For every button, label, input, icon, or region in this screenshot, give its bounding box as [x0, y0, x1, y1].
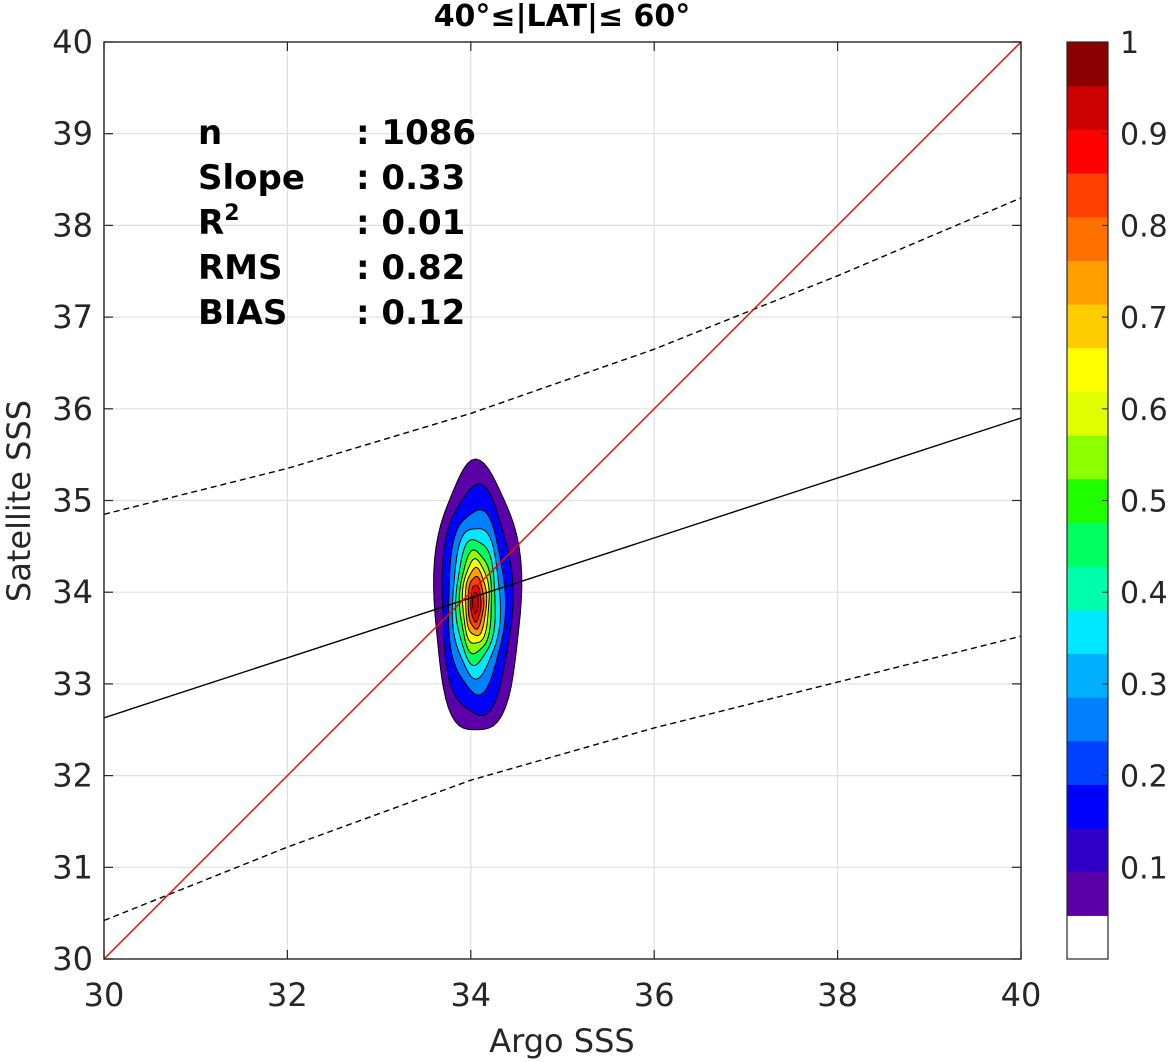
- colorbar-segment: [1067, 740, 1108, 785]
- density-contour: [472, 591, 479, 615]
- regression-line: [104, 417, 1021, 719]
- colorbar-segment: [1067, 522, 1108, 567]
- plot-area: 30 32 34 36 38 40 30 31 32 33 34 35 36 37 38 39 40: [52, 23, 1041, 1014]
- stat-label: R2: [198, 201, 240, 243]
- colorbar-segment: [1067, 697, 1108, 742]
- colorbar-segment: [1067, 609, 1108, 654]
- colorbar-tick-label: 0.7: [1120, 301, 1168, 336]
- y-tick-label: 36: [52, 390, 93, 428]
- upper-bound-line: [104, 197, 1021, 515]
- stat-label: RMS: [198, 248, 283, 288]
- colorbar-segment: [1067, 216, 1108, 261]
- colorbar-tick-label: 0.1: [1120, 851, 1168, 886]
- colorbar-tick-label: 0.2: [1120, 760, 1168, 795]
- stat-value: : 0.33: [356, 158, 465, 198]
- colorbar-segment: [1067, 566, 1108, 611]
- stat-label: BIAS: [198, 293, 287, 333]
- colorbar-segment: [1067, 260, 1108, 305]
- y-tick-label: 31: [52, 848, 93, 886]
- x-tick-label: 34: [450, 976, 491, 1014]
- colorbar-segment: [1067, 435, 1108, 480]
- stat-label-superscript: 2: [224, 201, 239, 226]
- colorbar-tick-label: 1: [1120, 26, 1139, 61]
- colorbar-segment: [1067, 478, 1108, 523]
- colorbar-segment: [1067, 871, 1108, 916]
- colorbar: 0.1 0.2 0.3 0.4 0.5 0.6 0.7 0.8 0.9 1: [1066, 26, 1168, 960]
- x-tick-label: 30: [84, 976, 125, 1014]
- one-to-one-line: [104, 42, 1021, 959]
- colorbar-segment: [1067, 915, 1108, 960]
- y-tick-label: 35: [52, 482, 93, 520]
- colorbar-segment: [1067, 42, 1108, 87]
- y-axis-label: Satellite SSS: [0, 400, 38, 602]
- colorbar-segment: [1067, 784, 1108, 829]
- x-tick-label: 40: [1001, 976, 1042, 1014]
- x-axis-label: Argo SSS: [489, 1022, 634, 1060]
- y-tick-label: 30: [52, 940, 93, 978]
- stat-value: : 0.12: [356, 293, 465, 333]
- x-tick-label: 32: [267, 976, 308, 1014]
- colorbar-segment: [1067, 347, 1108, 392]
- colorbar-segment: [1067, 85, 1108, 130]
- colorbar-segment: [1067, 173, 1108, 218]
- colorbar-segment: [1067, 129, 1108, 174]
- y-tick-label: 39: [52, 115, 93, 153]
- colorbar-tick-label: 0.6: [1120, 393, 1168, 428]
- y-tick-label: 40: [52, 23, 93, 61]
- plot-inner: [104, 42, 1021, 959]
- colorbar-tick-label: 0.3: [1120, 668, 1168, 703]
- y-tick-label: 33: [52, 665, 93, 703]
- colorbar-tick-label: 0.5: [1120, 485, 1168, 520]
- stat-value: : 0.01: [356, 203, 465, 243]
- colorbar-segment: [1067, 828, 1108, 873]
- colorbar-segment: [1067, 391, 1108, 436]
- stat-label: Slope: [198, 158, 305, 198]
- colorbar-tick-label: 0.4: [1120, 576, 1168, 611]
- y-tick-label: 38: [52, 206, 93, 244]
- stats-box: n : 1086 Slope : 0.33 R2 : 0.01 RMS : 0.82 BIAS:…: [198, 113, 476, 333]
- stat-value: : 1086: [356, 113, 476, 153]
- colorbar-segment: [1067, 653, 1108, 698]
- colorbar-tick-label: 0.8: [1120, 209, 1168, 244]
- y-tick-label: 34: [52, 573, 93, 611]
- stat-value: : 0.82: [356, 248, 465, 288]
- y-tick-label: 32: [52, 757, 93, 795]
- stat-label: n: [198, 113, 222, 153]
- x-tick-label: 36: [634, 976, 675, 1014]
- colorbar-segment: [1067, 304, 1108, 349]
- chart-title: 40°≤|LAT|≤ 60°: [434, 0, 691, 34]
- y-tick-label: 37: [52, 298, 93, 336]
- colorbar-tick-label: 0.9: [1120, 118, 1168, 153]
- x-tick-label: 38: [817, 976, 858, 1014]
- lower-bound-line: [104, 635, 1021, 922]
